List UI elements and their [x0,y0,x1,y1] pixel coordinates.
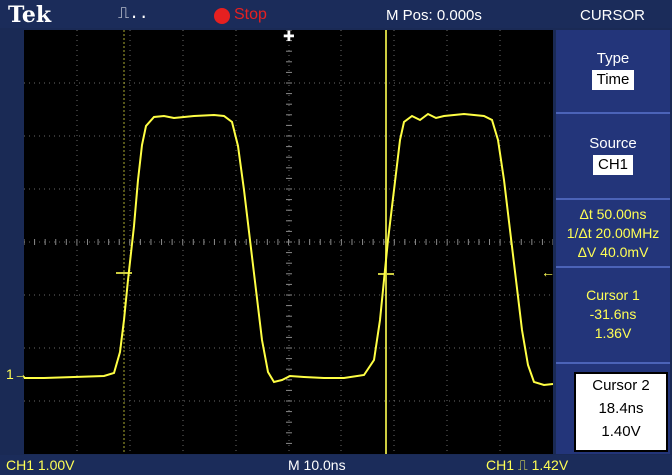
timebase: M 10.0ns [288,457,346,473]
cursor-2-time: 18.4ns [598,400,644,417]
menu-divider [556,198,670,200]
cursor-menu: Type Time Source CH1 Δt 50.00ns 1/Δt 20.… [556,30,670,454]
trigger-position-marker: ✚ [283,28,295,44]
trigger-readout: CH1 ⎍ 1.42V [486,457,569,473]
trigger-level-marker: ← [541,264,555,280]
cursor-1-readout[interactable]: Cursor 1 -31.6ns 1.36V [556,286,670,343]
menu-divider [556,266,670,268]
waveform-screen [24,30,553,454]
menu-divider [556,362,670,364]
ch1-ground-marker: 1→ [6,366,28,382]
stop-indicator-icon [214,8,230,24]
delta-readout: Δt 50.00ns 1/Δt 20.00MHz ΔV 40.0mV [556,205,670,262]
cursor-1-time: -31.6ns [589,306,637,322]
status-bar: Tek ⎍.. Stop M Pos: 0.000s CURSOR [0,0,672,28]
type-value: Time [591,70,635,90]
cursor-2-readout[interactable]: Cursor 2 18.4ns 1.40V [574,372,668,452]
run-state-label: Stop [234,6,267,23]
cursor-1-title: Cursor 1 [586,287,640,303]
source-value: CH1 [592,155,633,175]
menu-divider [556,112,670,114]
ch1-scale: CH1 1.00V [6,457,75,473]
menu-title: CURSOR [580,7,646,24]
source-menu-button[interactable]: Source CH1 [556,135,670,175]
cursor-2-title: Cursor 2 [592,377,650,394]
type-menu-button[interactable]: Type Time [556,50,670,90]
ch1-trace [24,112,553,387]
horizontal-position: M Pos: 0.000s [386,7,482,24]
delta-v: ΔV 40.0mV [577,244,649,260]
cursor-2-volt: 1.40V [601,423,641,440]
cursor-1-volt: 1.36V [594,325,632,341]
graticule [24,30,553,454]
type-label: Type [596,50,630,67]
delta-t: Δt 50.00ns [579,206,647,222]
bottom-status-bar: CH1 1.00V M 10.0ns CH1 ⎍ 1.42V [0,455,672,475]
brand-logo: Tek [8,2,52,28]
source-label: Source [589,135,637,152]
inverse-delta-t: 1/Δt 20.00MHz [566,225,660,241]
trigger-mode-icon: ⎍.. [118,3,149,22]
